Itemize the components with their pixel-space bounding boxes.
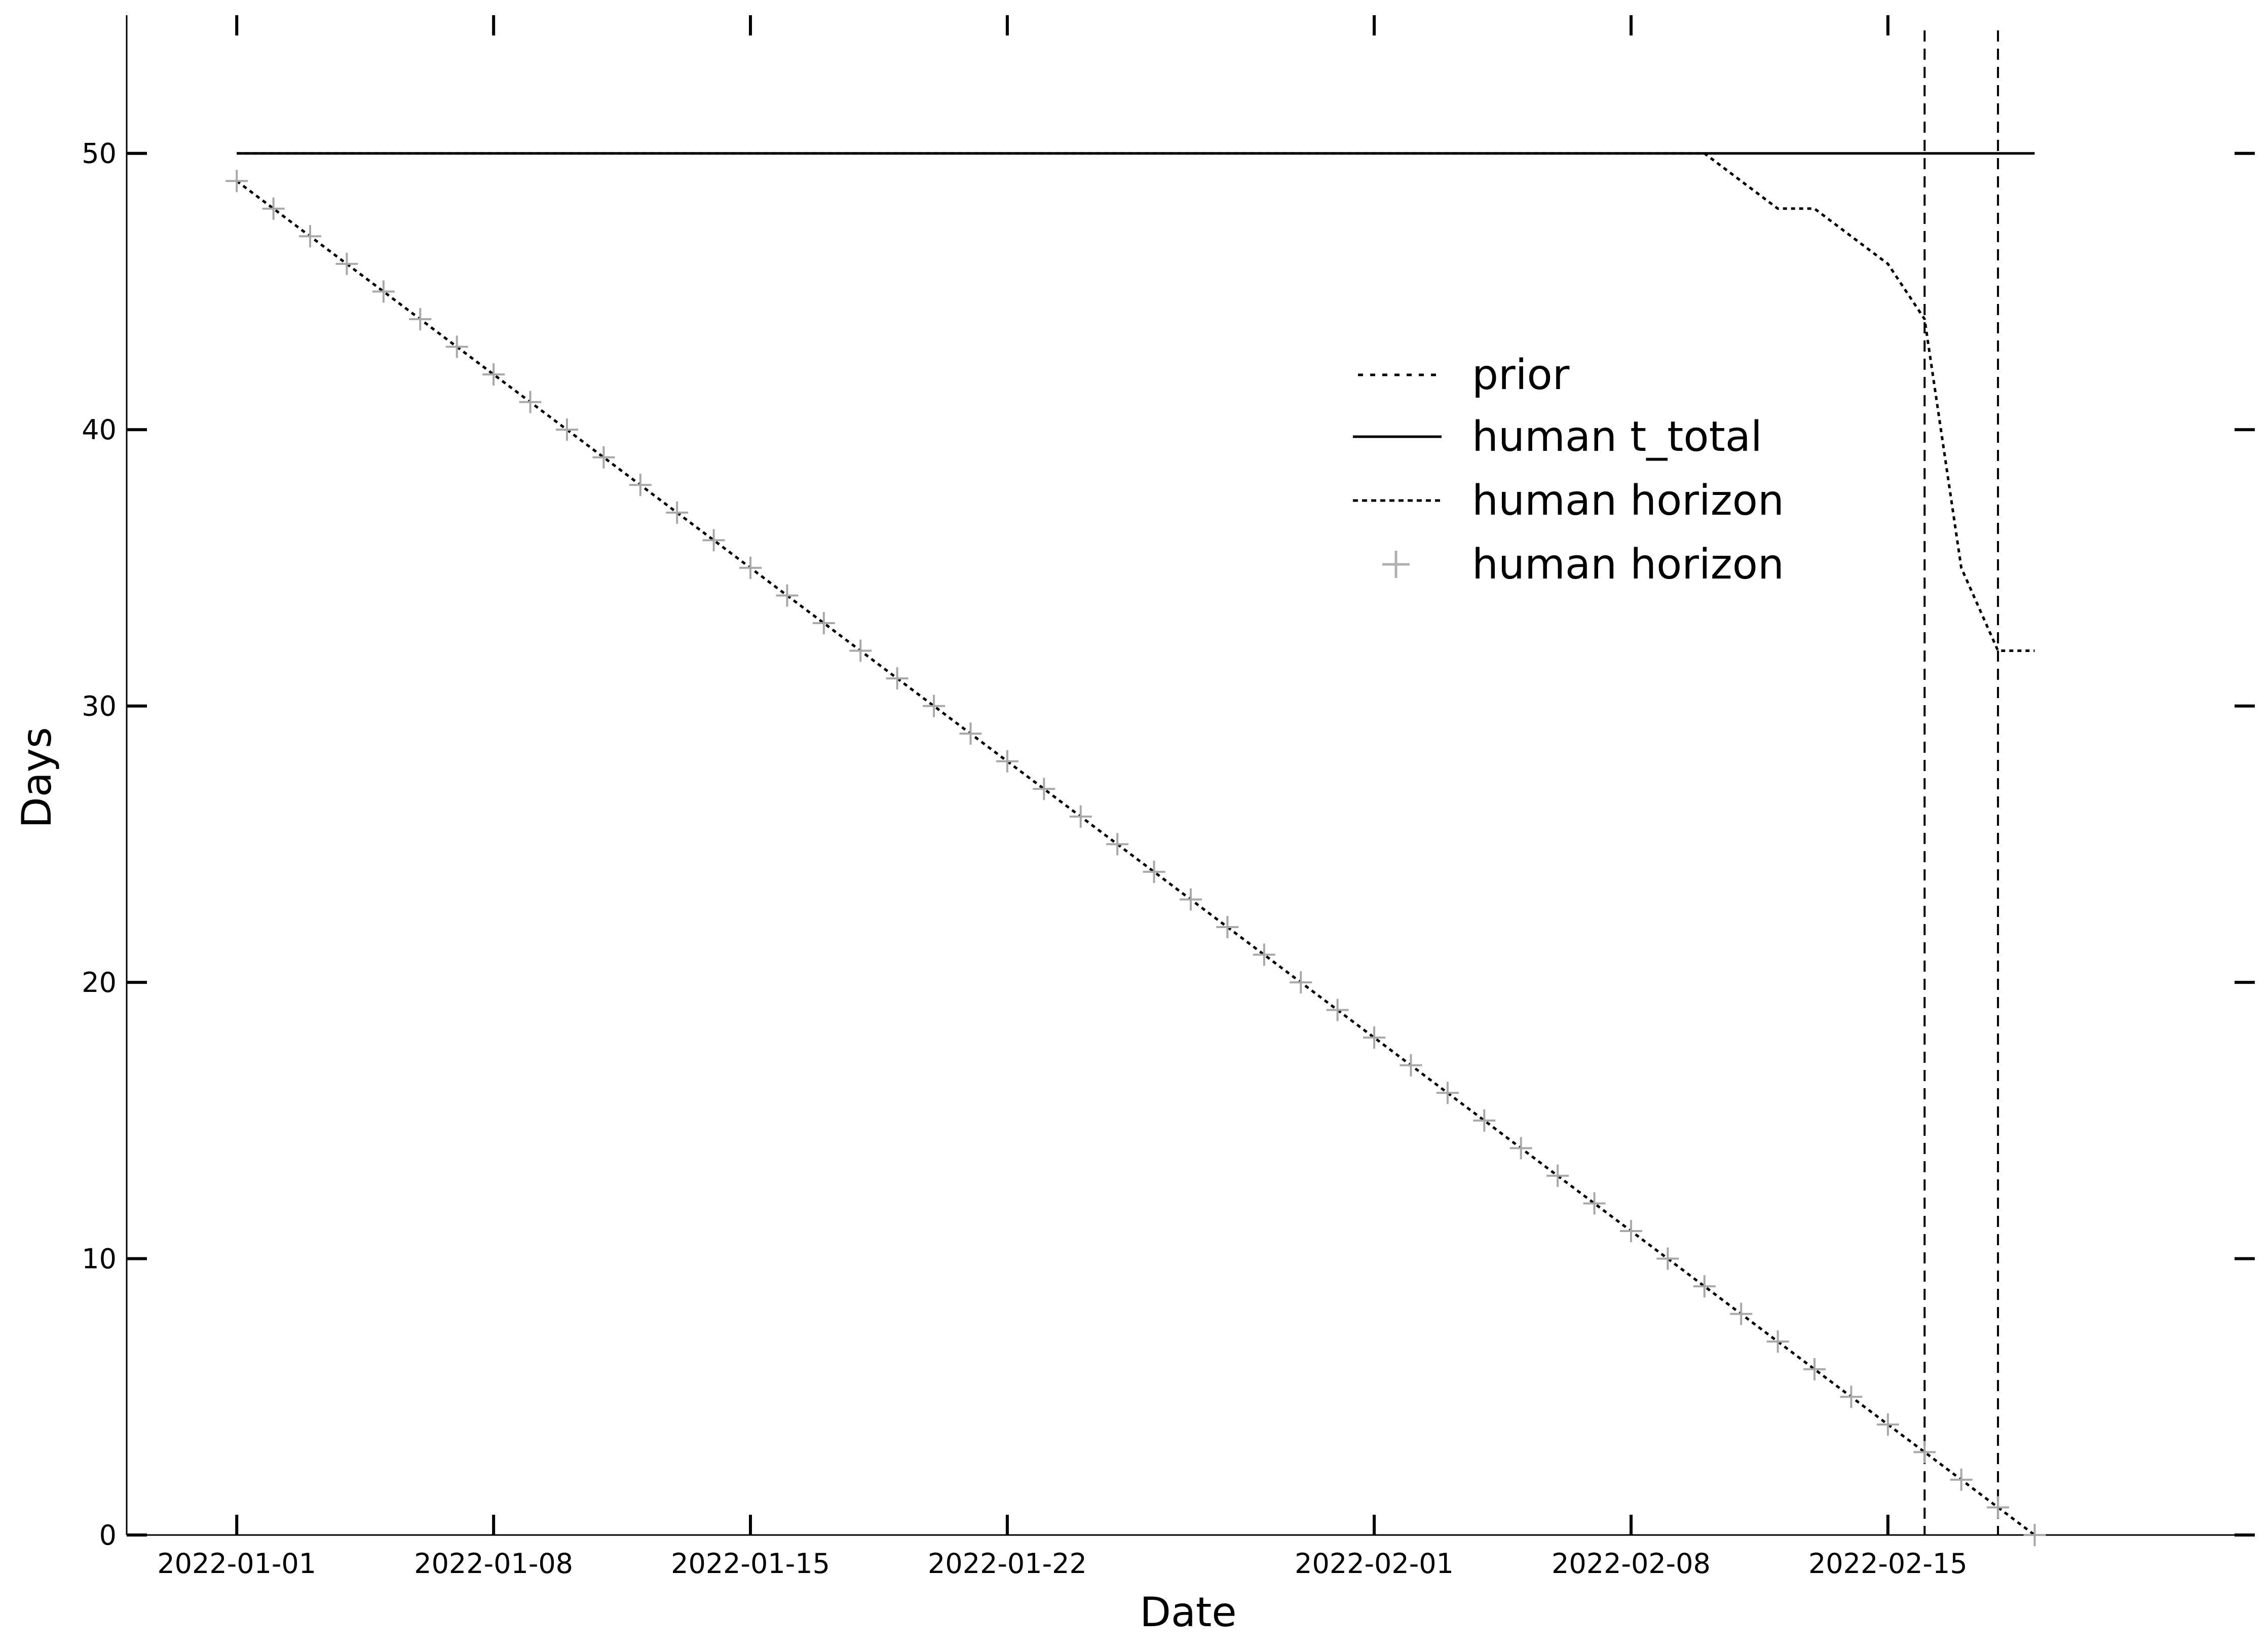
- human-horizon-marker: [409, 308, 432, 330]
- human-horizon-marker: [445, 335, 468, 358]
- legend-label-human-t-total: human t_total: [1472, 413, 1762, 461]
- x-tick-label: 2022-02-01: [1295, 1548, 1454, 1580]
- tick-layer: 2022-01-01 2022-01-08 2022-01-15 2022-01-22…: [82, 15, 2255, 1580]
- human-horizon-marker: [262, 197, 285, 220]
- marker-layer: [225, 170, 2046, 1546]
- human-horizon-marker: [1069, 805, 1092, 828]
- human-horizon-marker: [1473, 1109, 1496, 1132]
- human-horizon-marker: [2023, 1524, 2046, 1546]
- y-tick-label: 50: [82, 138, 117, 170]
- human-horizon-marker: [1033, 778, 1055, 800]
- human-horizon-marker: [592, 446, 615, 469]
- x-tick-label: 2022-02-08: [1552, 1548, 1711, 1580]
- x-tick-label: 2022-01-01: [157, 1548, 316, 1580]
- human-horizon-marker: [225, 170, 248, 193]
- human-horizon-marker: [886, 667, 909, 690]
- x-tick-label: 2022-01-22: [928, 1548, 1087, 1580]
- legend-label-prior: prior: [1472, 351, 1570, 399]
- y-tick-label: 10: [82, 1243, 117, 1275]
- x-tick-label: 2022-01-15: [671, 1548, 830, 1580]
- y-tick-label: 40: [82, 414, 117, 446]
- human-horizon-marker: [1216, 916, 1239, 938]
- human-horizon-marker: [299, 225, 322, 248]
- human-horizon-marker: [1583, 1192, 1606, 1215]
- human-horizon-marker: [1180, 888, 1202, 911]
- human-horizon-marker: [1326, 999, 1349, 1021]
- human-horizon-marker: [555, 418, 578, 441]
- human-horizon-marker: [996, 750, 1018, 773]
- human-horizon-marker: [1253, 943, 1275, 966]
- human-horizon-marker: [1876, 1413, 1899, 1436]
- human-horizon-marker: [1400, 1054, 1422, 1077]
- x-tick-label: 2022-01-08: [414, 1548, 573, 1580]
- human-horizon-marker: [629, 474, 652, 496]
- series-layer: [236, 152, 2036, 1536]
- legend-label-human-horizon-markers: human horizon: [1472, 541, 1784, 589]
- legend-swatch-human-horizon-markers: [1382, 551, 1410, 578]
- human-horizon-marker: [1436, 1082, 1459, 1104]
- y-tick-label: 30: [82, 690, 117, 722]
- human-horizon-marker: [1950, 1468, 1973, 1491]
- human-horizon-marker: [1363, 1026, 1386, 1049]
- human-horizon-marker: [335, 252, 358, 275]
- human-horizon-marker: [519, 391, 542, 413]
- human-horizon-marker: [1546, 1164, 1569, 1187]
- human-horizon-marker: [776, 584, 799, 607]
- human-horizon-marker: [1143, 860, 1165, 883]
- human-horizon-marker: [702, 529, 725, 552]
- y-axis-label: Days: [13, 727, 60, 828]
- human-horizon-marker: [1106, 833, 1129, 856]
- human-horizon-marker: [372, 280, 395, 303]
- human-horizon-marker: [1987, 1496, 2010, 1519]
- human-horizon-marker: [1840, 1386, 1863, 1408]
- human-horizon-marker: [1803, 1358, 1826, 1380]
- legend: prior human t_total human horizon human …: [1353, 351, 1784, 589]
- human-horizon-marker: [1509, 1137, 1532, 1160]
- human-horizon-marker: [1290, 971, 1312, 994]
- human-horizon-marker: [1619, 1220, 1642, 1242]
- human-horizon-marker: [1766, 1330, 1789, 1353]
- human-horizon-marker: [923, 695, 946, 717]
- series-line-prior: [237, 152, 2035, 652]
- series-line-human-horizon: [236, 180, 2036, 1536]
- vertical-lines-layer: [1923, 30, 1999, 1535]
- human-horizon-marker: [1913, 1441, 1936, 1464]
- human-horizon-marker: [959, 722, 982, 745]
- human-horizon-marker: [1730, 1302, 1753, 1325]
- y-tick-label: 0: [99, 1519, 117, 1551]
- y-tick-label: 20: [82, 967, 117, 999]
- human-horizon-marker: [849, 639, 872, 662]
- human-horizon-marker: [739, 556, 762, 579]
- x-axis-label: Date: [1140, 1589, 1236, 1636]
- human-horizon-marker: [482, 363, 505, 386]
- human-horizon-marker: [666, 501, 689, 524]
- legend-label-human-horizon-line: human horizon: [1472, 477, 1784, 525]
- human-horizon-marker: [812, 612, 835, 634]
- human-horizon-marker: [1693, 1275, 1716, 1298]
- x-tick-label: 2022-02-15: [1808, 1548, 1968, 1580]
- human-horizon-marker: [1656, 1247, 1679, 1270]
